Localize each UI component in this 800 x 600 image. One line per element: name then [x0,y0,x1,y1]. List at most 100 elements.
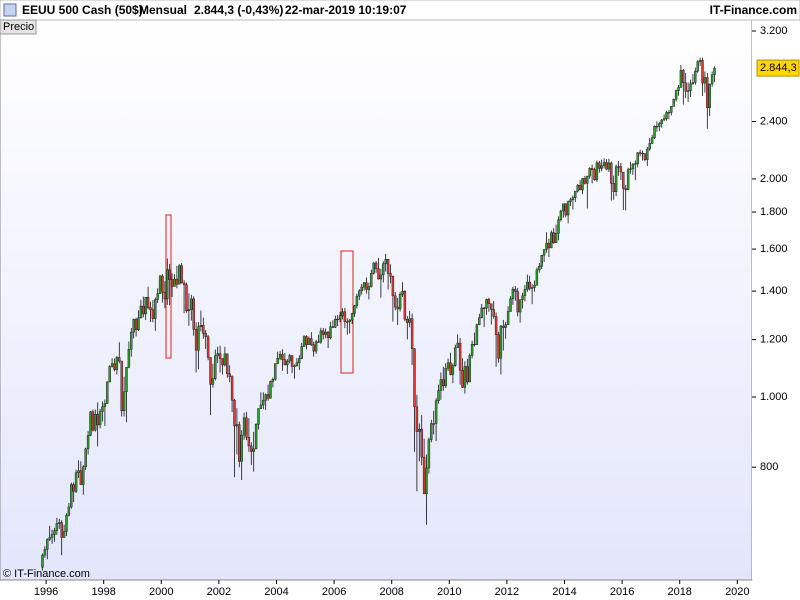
candle [550,230,553,249]
candle-body [461,369,464,388]
candle-body [602,162,606,166]
candle [55,517,59,535]
candle-body [350,313,354,321]
candle [622,171,625,210]
candle-body [367,286,371,290]
candle-body [679,70,683,88]
candle [403,290,407,322]
candle-body [158,275,162,294]
candle-body [182,282,186,285]
candle-body [485,299,488,309]
candle [696,60,699,73]
candle [542,249,546,262]
candle [158,274,162,295]
candle-body [480,307,483,319]
candle [514,286,517,301]
candle [211,363,215,388]
candle [149,301,152,323]
candle-body [605,162,608,170]
candle [137,310,140,331]
candle [434,398,438,442]
candle [307,336,311,345]
candle-body [166,269,169,300]
candle [708,83,711,116]
candle-body [94,413,97,431]
candle-body [168,269,171,280]
candle [384,253,387,272]
candle-body [295,362,299,367]
candle-body [528,281,531,289]
candle-body [533,285,536,288]
candle-body [562,203,565,212]
candle-body [108,366,111,383]
candle-body [206,336,210,358]
y-tick-label: 800 [760,461,778,473]
x-tick-label: 2016 [610,586,634,598]
candle-body [641,152,644,155]
plot-area [0,19,753,581]
candle [554,224,558,243]
candle-body [245,417,248,438]
candle [305,335,308,350]
candle [223,346,227,367]
header-icon[interactable] [3,3,17,17]
candle-body [677,87,680,91]
candle [643,153,647,162]
candle [590,164,594,184]
candle [638,149,642,157]
candle [286,359,289,374]
candle-body [230,376,234,401]
candle-body [223,353,227,366]
candle [458,338,462,385]
candle-body [684,82,687,92]
candle-body [583,178,587,184]
candle [161,274,164,303]
y-tick-label: 1.200 [760,334,788,346]
candle [394,292,397,311]
candle [559,209,563,222]
candle [367,282,371,300]
candle-body [470,343,474,356]
candle-body [643,153,647,160]
candle [547,238,551,258]
candle [276,351,279,365]
candle [264,393,267,410]
x-tick-label: 1996 [34,586,58,598]
candle-body [446,362,450,369]
candle [593,167,596,181]
candle [612,175,615,200]
candle [679,64,683,88]
candle-body [701,60,704,84]
candle [475,323,479,345]
candle [557,216,560,241]
candle-body [665,112,668,119]
candle-body [674,90,678,100]
candle [365,277,368,294]
candle-body [394,295,397,308]
candle-body [202,325,205,334]
candle-body [307,338,311,345]
candle-body [398,294,402,310]
candle [50,529,54,544]
candle [58,518,61,529]
candle [451,363,455,384]
candle [648,137,651,151]
candle [571,195,575,210]
x-tick-label: 2020 [725,586,749,598]
candle [499,325,503,375]
candle-body [638,152,642,154]
candle [600,159,603,172]
candle [494,312,498,367]
candle-body [91,411,95,431]
candle-body [127,349,131,368]
candle [617,161,620,176]
candle-body [670,106,673,113]
candle-body [586,175,589,184]
candle-body [691,82,695,85]
candle [456,334,459,349]
header-bar [0,0,800,21]
candle-body [530,287,534,289]
candle-body [362,282,366,288]
candle-body [559,210,563,220]
candle-body [137,317,140,331]
